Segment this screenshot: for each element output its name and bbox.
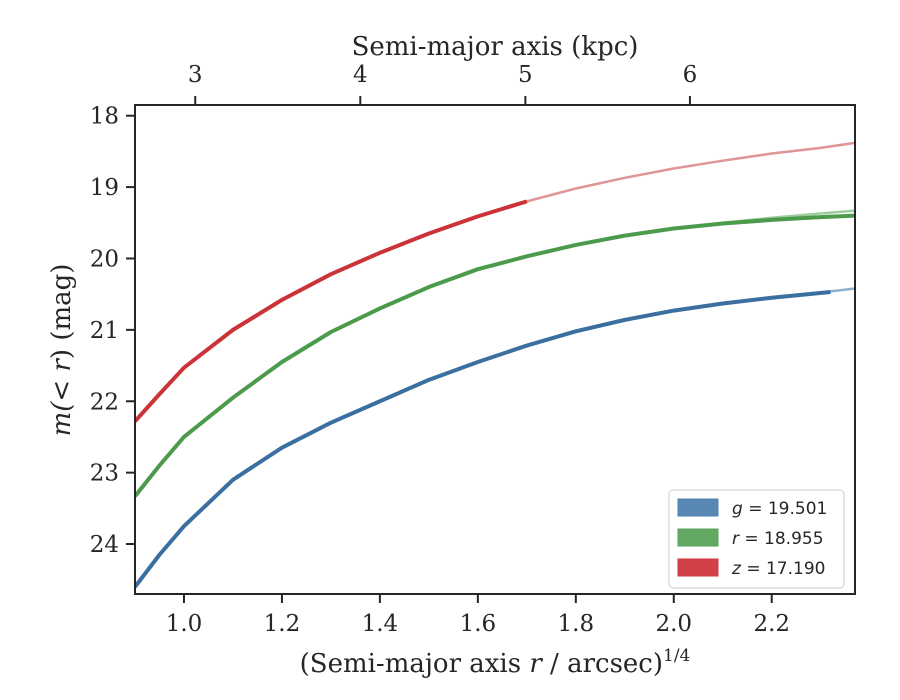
y-axis-label: m(< r) (mag) (47, 264, 77, 437)
legend-label-g: g = 19.501 (732, 499, 827, 519)
legend-swatch-r (677, 528, 719, 547)
y-tick-label: 21 (90, 318, 119, 344)
bottom-axis: 1.0 1.2 1.4 1.6 1.8 2.0 2.2 (166, 594, 790, 637)
top-axis-label: Semi-major axis (kpc) (352, 32, 639, 62)
top-tick-label: 3 (188, 62, 203, 88)
legend-label-r: r = 18.955 (732, 529, 824, 549)
left-axis: 18 19 20 21 22 23 24 (90, 104, 135, 558)
legend-label-z: z = 17.190 (731, 559, 825, 579)
x-tick-label: 2.0 (655, 611, 692, 637)
top-tick-label: 4 (353, 62, 368, 88)
y-tick-label: 19 (90, 175, 119, 201)
legend-swatch-z (677, 558, 719, 577)
y-tick-label: 18 (90, 104, 119, 130)
y-tick-label: 20 (90, 246, 119, 272)
top-axis: 3 4 5 6 (188, 62, 697, 105)
y-tick-label: 23 (90, 461, 119, 487)
x-tick-label: 1.6 (460, 611, 497, 637)
y-tick-label: 22 (90, 389, 119, 415)
x-tick-label: 1.0 (166, 611, 203, 637)
legend-swatch-g (677, 498, 719, 517)
x-tick-label: 1.2 (264, 611, 301, 637)
top-tick-label: 6 (683, 62, 698, 88)
top-tick-label: 5 (518, 62, 533, 88)
x-tick-label: 1.4 (362, 611, 399, 637)
curves-layer (135, 141, 855, 589)
plot-frame (134, 104, 856, 595)
series-z-line (135, 199, 528, 423)
series-z-model-line (525, 141, 855, 203)
y-tick-label: 24 (90, 532, 119, 558)
x-tick-label: 1.8 (558, 611, 595, 637)
series-g-line (135, 290, 831, 589)
series-r-line (135, 213, 855, 498)
x-tick-label: 2.2 (753, 611, 790, 637)
x-axis-label: (Semi-major axis r / arcsec)1/4 (300, 646, 691, 679)
legend: g = 19.501 r = 18.955 z = 17.190 (668, 489, 845, 589)
